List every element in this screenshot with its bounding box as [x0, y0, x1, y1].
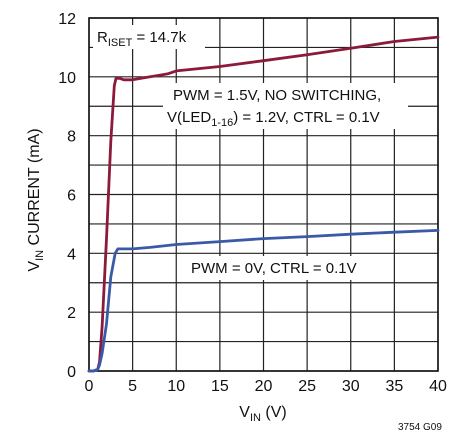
tick-layer: 0 5 10 15 20 25 30 35 40 0 2 4 6 8 10 12 — [58, 11, 447, 395]
x-tick-label: 25 — [298, 378, 316, 395]
figure-id: 3754 G09 — [398, 422, 442, 433]
x-tick-label: 40 — [429, 378, 447, 395]
x-tick-label: 15 — [211, 378, 229, 395]
y-tick-label: 10 — [58, 70, 76, 87]
riset-main: R — [97, 29, 108, 46]
annotation-switching-line2: V(LED1-16) = 1.2V, CTRL = 0.1V — [167, 109, 380, 129]
switching-line2-post: ) = 1.2V, CTRL = 0.1V — [233, 109, 379, 126]
annotation-pwm0-bg — [187, 256, 383, 280]
y-tick-label: 12 — [58, 11, 76, 28]
series-layer — [87, 35, 440, 373]
series-line-pwm-1.5v — [87, 35, 440, 373]
riset-sub: ISET — [108, 37, 133, 49]
y-axis-title-sub: IN — [34, 250, 46, 261]
x-tick-label: 5 — [128, 378, 137, 395]
x-axis-title-sub: IN — [250, 412, 261, 424]
plot-frame — [88, 17, 439, 372]
y-tick-label: 2 — [67, 305, 76, 322]
annotation-pwm0: PWM = 0V, CTRL = 0.1V — [191, 260, 357, 277]
x-tick-label: 30 — [342, 378, 360, 395]
x-axis-title-main: V — [239, 404, 250, 421]
switching-line2-pre: V(LED — [167, 109, 211, 126]
x-axis-title-rest: (V) — [261, 404, 287, 421]
y-tick-label: 0 — [67, 364, 76, 381]
annotation-riset: RISET = 14.7k — [97, 29, 187, 49]
grid-layer — [88, 17, 439, 372]
series-line-pwm-0v — [87, 228, 440, 373]
y-axis-title-main: V — [26, 261, 43, 272]
x-tick-label: 35 — [385, 378, 403, 395]
annotation-riset-bg — [93, 25, 205, 49]
y-axis-title: VIN CURRENT (mA) — [26, 128, 46, 271]
x-tick-label: 0 — [85, 378, 94, 395]
y-tick-label: 4 — [67, 246, 76, 263]
riset-rest: = 14.7k — [132, 29, 186, 46]
x-tick-label: 10 — [167, 378, 185, 395]
annotation-switching-line1: PWM = 1.5V, NO SWITCHING, — [173, 87, 381, 104]
x-axis-title: VIN (V) — [239, 404, 286, 424]
y-axis-title-rest: CURRENT (mA) — [26, 128, 43, 249]
y-tick-label: 8 — [67, 129, 76, 146]
switching-line2-sub: 1-16 — [211, 117, 233, 129]
annotation-switching-bg — [163, 83, 408, 129]
x-tick-label: 20 — [255, 378, 273, 395]
y-tick-label: 6 — [67, 188, 76, 205]
